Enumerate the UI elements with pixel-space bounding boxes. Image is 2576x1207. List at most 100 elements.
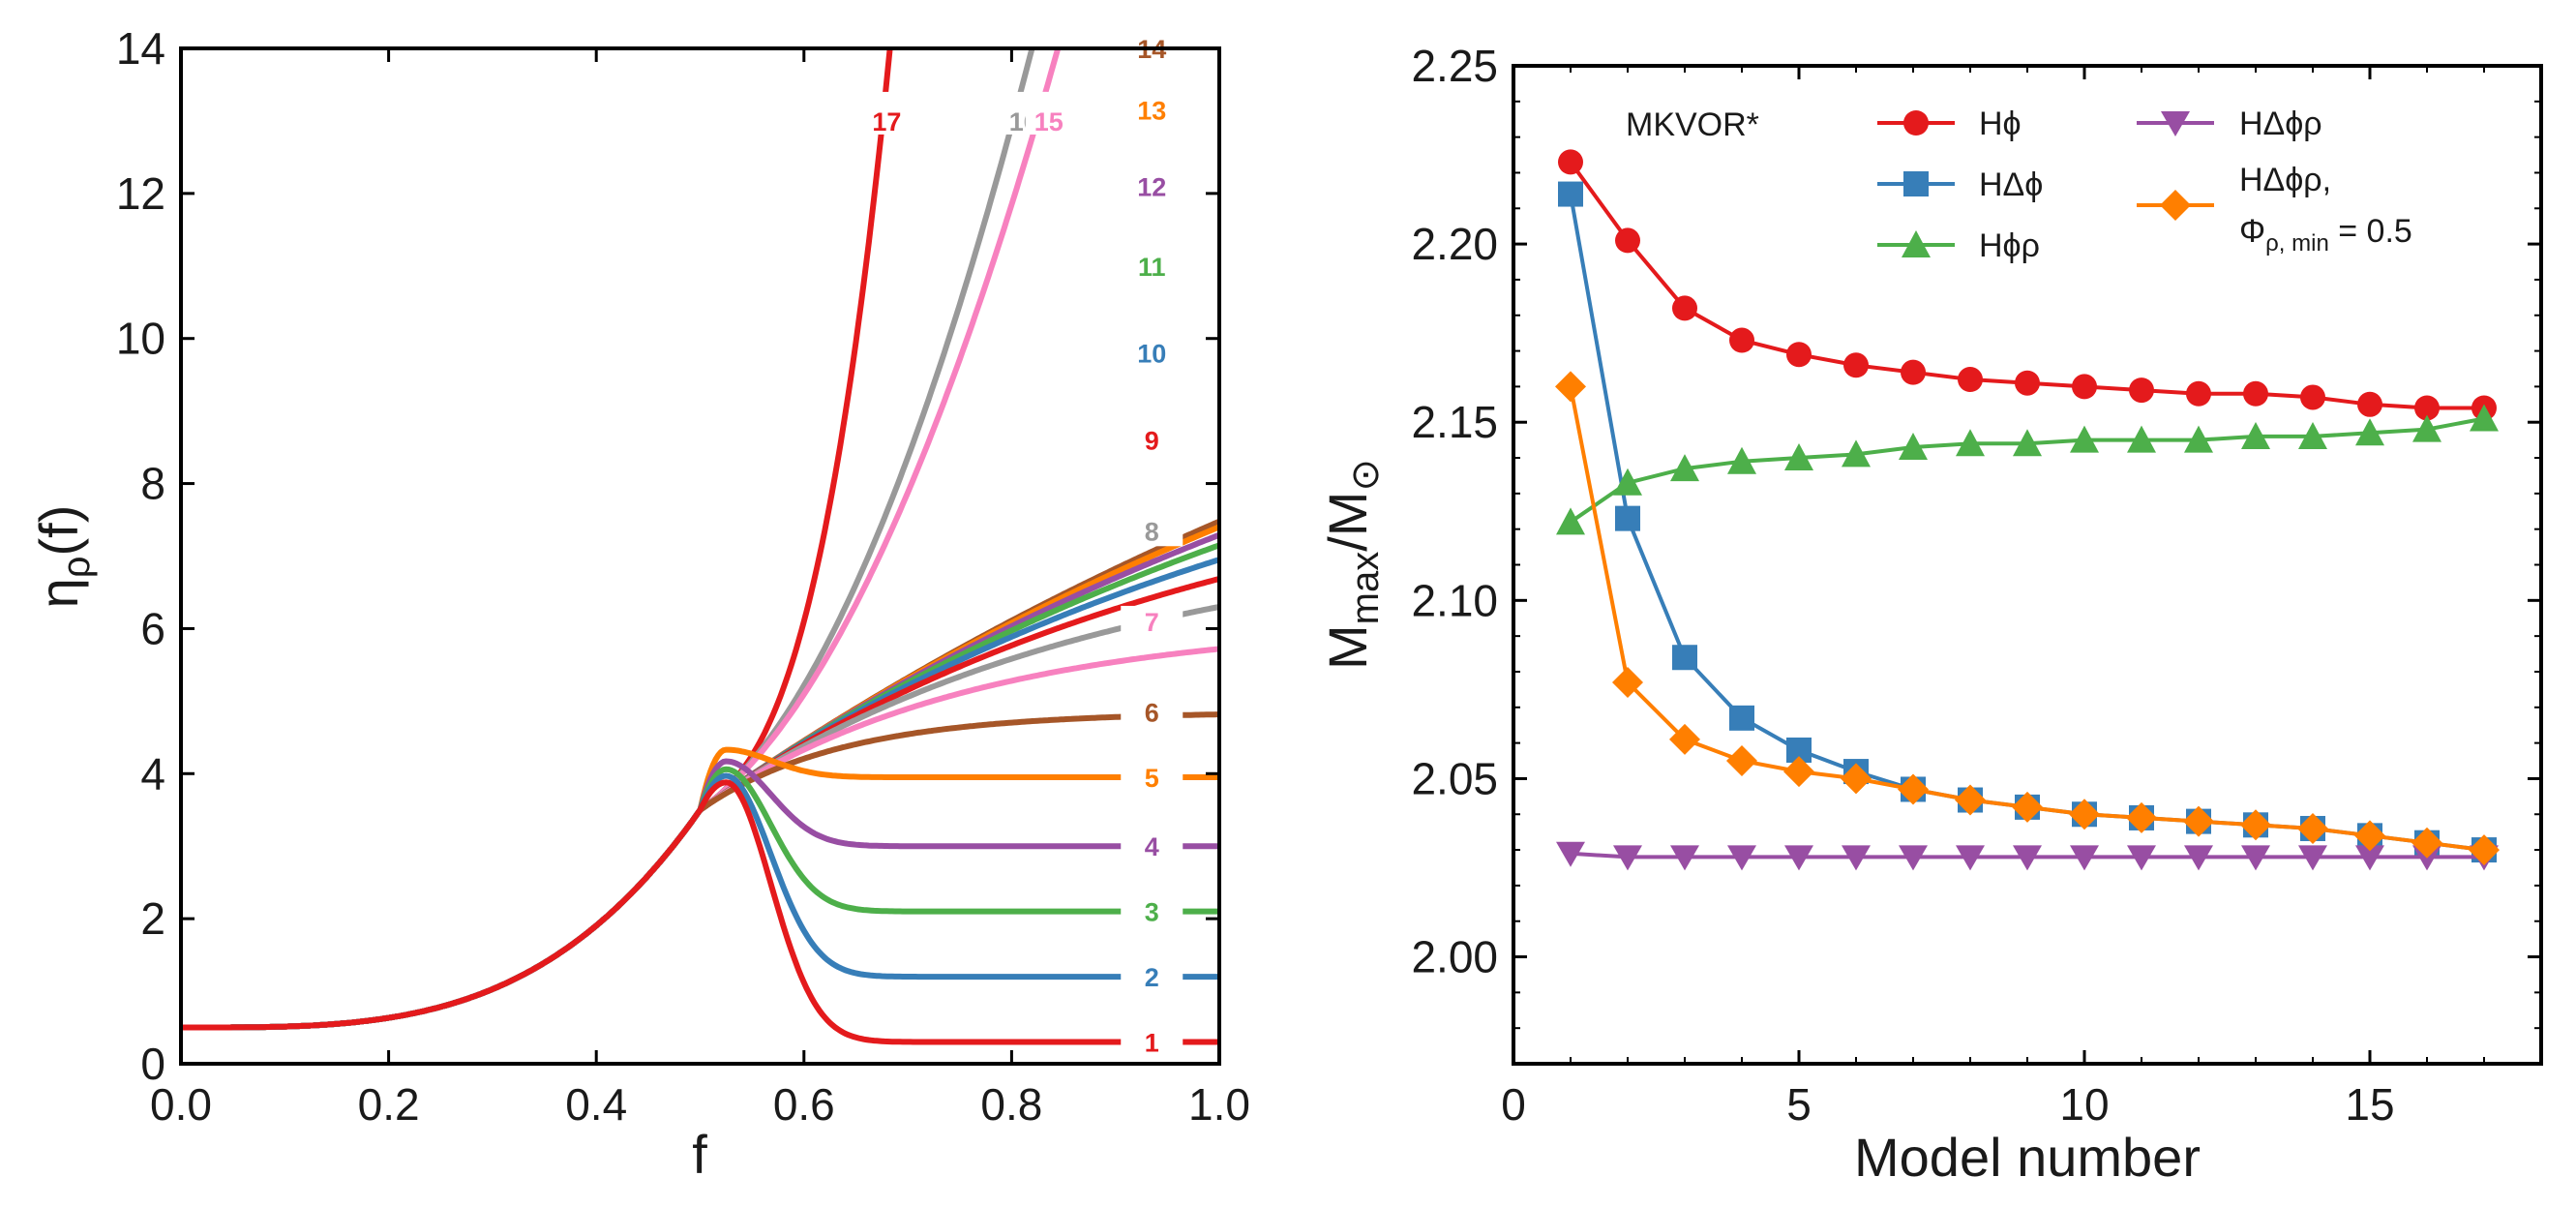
left-x-tick-label: 0.2 bbox=[358, 1079, 420, 1130]
legend-marker-hdeltaphirho bbox=[2161, 111, 2190, 136]
right-series-point-3 bbox=[2355, 845, 2384, 871]
right-x-tick-label: 15 bbox=[2345, 1079, 2394, 1130]
right-series-point-3 bbox=[1727, 845, 1756, 871]
left-curve-label-bg bbox=[1121, 762, 1183, 794]
right-series-point-3 bbox=[1899, 845, 1928, 871]
right-x-tick-label: 5 bbox=[1786, 1079, 1812, 1130]
right-series-point-1 bbox=[1729, 705, 1754, 731]
right-series-point-0 bbox=[2186, 380, 2211, 407]
right-x-tick-label: 10 bbox=[2059, 1079, 2109, 1130]
left-x-tick-label: 0.8 bbox=[980, 1079, 1042, 1130]
legend-label-hdeltaphi: HΔϕ bbox=[1979, 166, 2043, 203]
legend-label-line2-sub: ρ, min bbox=[2265, 230, 2329, 256]
left-y-axis-title-main: η bbox=[28, 578, 89, 608]
right-series-point-0 bbox=[2300, 384, 2325, 410]
right-series-point-3 bbox=[2070, 845, 2099, 871]
left-curve-15 bbox=[181, 48, 1062, 1031]
legend-marker-hphirho bbox=[1902, 230, 1931, 257]
legend-label-hdeltaphirho-min-line2: Φρ, min = 0.5 bbox=[2239, 213, 2412, 256]
right-series-point-2 bbox=[1842, 439, 1871, 468]
right-series-point-4 bbox=[2012, 791, 2043, 823]
right-y-axis-title-sub2: ⊙ bbox=[1344, 459, 1387, 492]
right-series-point-1 bbox=[1615, 505, 1640, 531]
left-y-tick-label: 2 bbox=[140, 893, 165, 944]
right-series-point-2 bbox=[1670, 454, 1699, 482]
right-series-point-3 bbox=[2013, 845, 2042, 871]
left-curve-label-bg bbox=[1025, 91, 1072, 135]
right-series-point-2 bbox=[2412, 414, 2441, 442]
legend-label-hdeltaphirho-min: HΔϕρ, bbox=[2239, 162, 2331, 198]
right-y-axis-title-sub: max bbox=[1344, 552, 1387, 625]
right-series-point-3 bbox=[2127, 845, 2156, 871]
right-series bbox=[1555, 149, 2500, 871]
left-curve-label-12: 12 bbox=[1137, 172, 1166, 201]
right-series-point-4 bbox=[2354, 820, 2385, 852]
left-curve-label-bg bbox=[1121, 515, 1183, 547]
right-series-point-2 bbox=[1956, 429, 1985, 457]
left-curve-1 bbox=[181, 779, 1219, 1045]
left-y-tick-label: 6 bbox=[140, 603, 165, 653]
right-series-point-4 bbox=[2297, 812, 2328, 844]
left-curve-label-7: 7 bbox=[1145, 608, 1159, 637]
right-series-point-4 bbox=[1898, 773, 1929, 805]
left-y-tick-label: 0 bbox=[140, 1039, 165, 1089]
right-series-point-2 bbox=[2127, 425, 2156, 453]
left-curve-label-2: 2 bbox=[1145, 963, 1159, 992]
right-series-point-2 bbox=[1613, 468, 1642, 496]
right-series-point-3 bbox=[1956, 845, 1985, 871]
left-y-tick-label: 14 bbox=[116, 23, 165, 74]
left-curve-label-3: 3 bbox=[1145, 898, 1159, 927]
right-series-point-2 bbox=[2184, 425, 2213, 453]
right-series-point-3 bbox=[1784, 845, 1813, 871]
legend-label-line2-main: Φ bbox=[2239, 213, 2265, 250]
right-y-axis-title-mid: /M bbox=[1317, 492, 1378, 552]
left-plot-frame bbox=[179, 46, 1221, 1066]
left-y-tick-label: 10 bbox=[116, 314, 165, 364]
right-series-point-1 bbox=[1558, 181, 1583, 207]
left-curve-label-13: 13 bbox=[1137, 97, 1166, 126]
right-series-point-4 bbox=[1726, 745, 1757, 777]
right-series-point-0 bbox=[2357, 391, 2382, 417]
right-panel: 0 5 10 15 2.00 2.05 2.10 2.15 2.20 2.25 MKVOR* Hϕ… bbox=[1317, 41, 2543, 1188]
right-y-tick-label: 2.10 bbox=[1411, 575, 1498, 625]
right-series-point-4 bbox=[1612, 667, 1643, 699]
left-x-tick-label: 0.6 bbox=[773, 1079, 835, 1130]
right-series-point-2 bbox=[2355, 418, 2384, 446]
right-series-point-0 bbox=[1786, 342, 1812, 368]
right-series-point-4 bbox=[2240, 809, 2271, 841]
left-y-axis-title-sub: ρ bbox=[55, 556, 98, 578]
legend-marker-hphi bbox=[1903, 110, 1929, 136]
right-series-point-3 bbox=[1842, 845, 1871, 871]
left-curve-label-bg bbox=[1121, 250, 1183, 282]
left-curve-label-11: 11 bbox=[1138, 253, 1166, 282]
right-series-point-0 bbox=[1843, 352, 1869, 378]
left-curve-label-bg bbox=[863, 91, 911, 135]
right-series-point-3 bbox=[1556, 841, 1585, 867]
right-y-tick-label: 2.25 bbox=[1411, 41, 1498, 91]
right-series-point-0 bbox=[2129, 377, 2154, 404]
left-curve-16 bbox=[181, 48, 1035, 1031]
left-curve-label-9: 9 bbox=[1145, 427, 1159, 456]
left-curve-label-4: 4 bbox=[1145, 832, 1159, 861]
right-annotation: MKVOR* bbox=[1626, 106, 1759, 143]
left-y-axis-title: ηρ(f) bbox=[28, 505, 98, 609]
left-x-tick-label: 1.0 bbox=[1188, 1079, 1250, 1130]
right-series-point-0 bbox=[1558, 149, 1583, 175]
right-series-point-2 bbox=[2241, 421, 2270, 449]
right-series-point-4 bbox=[2411, 827, 2442, 859]
left-curve-10 bbox=[181, 557, 1219, 1031]
legend-label-hdeltaphirho: HΔϕρ bbox=[2239, 106, 2322, 142]
left-y-tick-label: 12 bbox=[116, 168, 165, 219]
left-curve-label-5: 5 bbox=[1145, 764, 1159, 793]
right-series-point-4 bbox=[2183, 805, 2214, 837]
left-x-tick-label: 0.4 bbox=[565, 1079, 627, 1130]
left-x-axis-title: f bbox=[692, 1124, 707, 1185]
right-series-line-1 bbox=[1569, 194, 2485, 853]
right-series-point-0 bbox=[2072, 374, 2097, 400]
right-series-point-0 bbox=[1901, 359, 1926, 385]
left-curve-label-6: 6 bbox=[1145, 699, 1159, 728]
right-y-tick-label: 2.20 bbox=[1411, 219, 1498, 269]
left-y-tick-label: 4 bbox=[140, 748, 165, 799]
